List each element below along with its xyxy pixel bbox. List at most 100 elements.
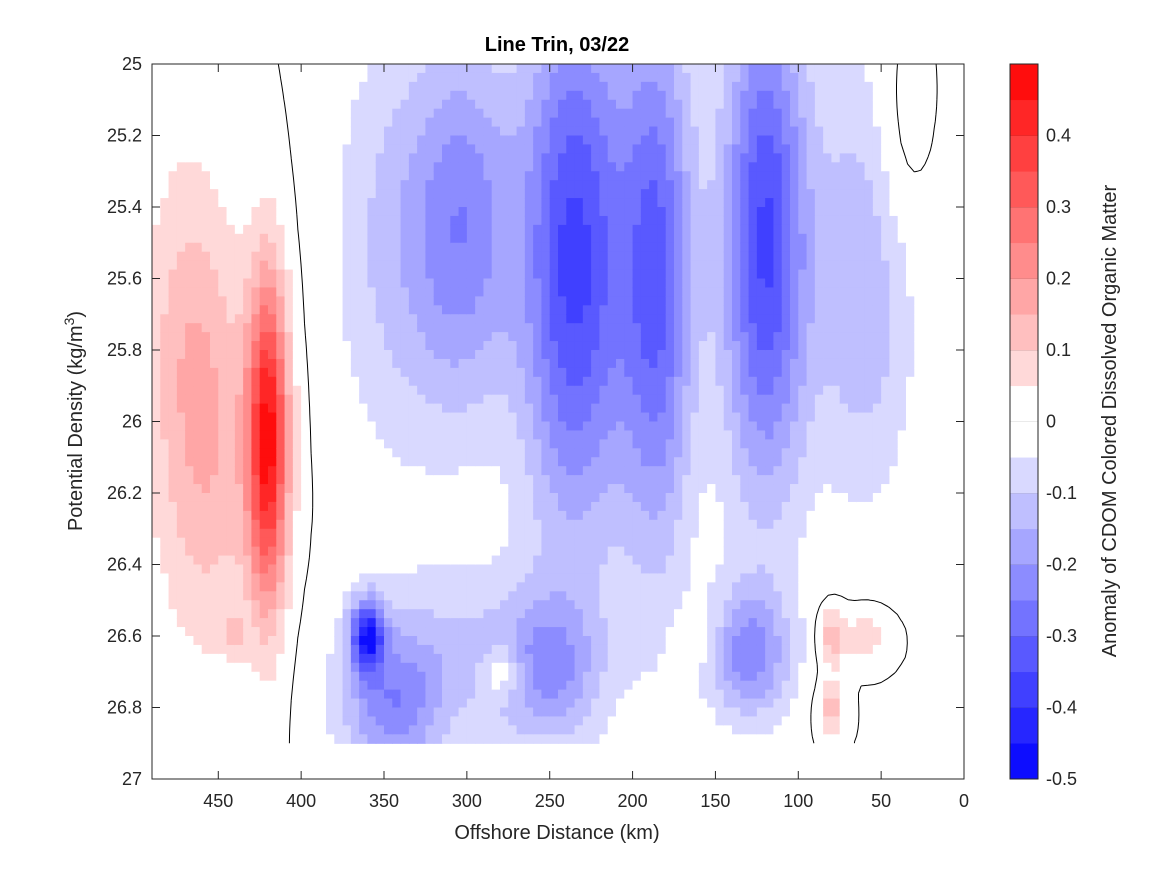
heatmap-cell	[665, 278, 675, 289]
heatmap-cell	[632, 412, 642, 423]
heatmap-cell	[549, 501, 559, 512]
heatmap-cell	[450, 573, 460, 583]
heatmap-cell	[392, 671, 402, 682]
heatmap-cell	[566, 367, 576, 378]
heatmap-cell	[259, 573, 269, 583]
heatmap-cell	[342, 564, 352, 575]
heatmap-cell	[640, 367, 650, 378]
heatmap-cell	[400, 358, 410, 369]
heatmap-cell	[649, 108, 659, 119]
heatmap-cell	[259, 296, 269, 306]
heatmap-cell	[201, 680, 211, 691]
heatmap-cell	[284, 618, 294, 628]
heatmap-cell	[433, 296, 443, 306]
heatmap-cell	[483, 707, 493, 718]
heatmap-cell	[210, 376, 219, 387]
heatmap-cell	[301, 189, 311, 199]
heatmap-cell	[425, 108, 435, 119]
heatmap-cell	[210, 403, 219, 414]
heatmap-cell	[226, 448, 236, 458]
heatmap-cell	[591, 546, 601, 557]
heatmap-cell	[549, 448, 559, 458]
heatmap-cell	[201, 653, 211, 664]
heatmap-cell	[466, 99, 476, 110]
heatmap-cell	[690, 269, 700, 280]
heatmap-cell	[268, 385, 277, 396]
heatmap-cell	[342, 707, 352, 718]
heatmap-cell	[674, 573, 683, 583]
heatmap-cell	[516, 350, 526, 360]
heatmap-cell	[193, 385, 203, 396]
heatmap-cell	[268, 457, 277, 467]
heatmap-cell	[674, 162, 683, 172]
heatmap-cell	[210, 725, 219, 735]
heatmap-cell	[301, 278, 311, 289]
heatmap-cell	[243, 734, 253, 744]
heatmap-cell	[210, 475, 219, 485]
heatmap-cell	[350, 591, 360, 601]
heatmap-cell	[210, 698, 219, 709]
heatmap-cell	[392, 144, 402, 154]
heatmap-cell	[284, 198, 294, 208]
heatmap-cell	[417, 144, 427, 154]
heatmap-cell	[160, 251, 170, 262]
heatmap-cell	[309, 314, 319, 324]
heatmap-cell	[475, 519, 485, 530]
heatmap-cell	[408, 242, 418, 253]
heatmap-cell	[483, 189, 493, 199]
heatmap-cell	[160, 493, 170, 503]
heatmap-cell	[632, 448, 642, 458]
heatmap-cell	[450, 698, 460, 709]
heatmap-cell	[243, 475, 253, 485]
heatmap-cell	[400, 510, 410, 521]
heatmap-cell	[350, 117, 360, 128]
heatmap-cell	[226, 341, 236, 351]
heatmap-cell	[201, 546, 211, 557]
heatmap-cell	[433, 662, 443, 673]
heatmap-cell	[193, 64, 203, 74]
heatmap-cell	[508, 698, 518, 709]
heatmap-cell	[292, 287, 302, 297]
heatmap-cell	[301, 180, 311, 190]
heatmap-cell	[425, 510, 435, 521]
heatmap-cell	[433, 198, 443, 208]
heatmap-cell	[500, 725, 509, 735]
heatmap-cell	[226, 332, 236, 342]
heatmap-cell	[367, 233, 377, 244]
heatmap-cell	[384, 99, 393, 110]
heatmap-cell	[292, 296, 302, 306]
heatmap-cell	[425, 546, 435, 557]
heatmap-cell	[284, 81, 294, 92]
heatmap-cell	[168, 242, 178, 253]
heatmap-cell	[185, 260, 195, 271]
heatmap-cell	[359, 171, 369, 181]
heatmap-cell	[624, 501, 634, 512]
heatmap-cell	[326, 707, 335, 718]
heatmap-cell	[400, 573, 410, 583]
heatmap-cell	[640, 734, 650, 744]
heatmap-cell	[392, 180, 402, 190]
heatmap-cell	[326, 376, 335, 387]
heatmap-cell	[558, 323, 567, 333]
heatmap-cell	[292, 99, 302, 110]
heatmap-cell	[607, 519, 617, 530]
heatmap-cell	[508, 296, 518, 306]
heatmap-cell	[210, 233, 219, 244]
heatmap-cell	[466, 153, 476, 163]
heatmap-cell	[359, 99, 369, 110]
heatmap-cell	[384, 64, 393, 74]
heatmap-cell	[657, 332, 667, 342]
heatmap-cell	[342, 627, 352, 637]
heatmap-cell	[466, 117, 476, 128]
heatmap-cell	[301, 707, 311, 718]
heatmap-cell	[591, 287, 601, 297]
heatmap-cell	[591, 466, 601, 476]
heatmap-cell	[234, 242, 244, 253]
heatmap-cell	[475, 224, 485, 235]
heatmap-cell	[152, 564, 161, 575]
heatmap-cell	[425, 305, 435, 315]
heatmap-cell	[616, 546, 625, 557]
heatmap-cell	[400, 242, 410, 253]
heatmap-cell	[176, 171, 186, 181]
heatmap-cell	[226, 493, 236, 503]
